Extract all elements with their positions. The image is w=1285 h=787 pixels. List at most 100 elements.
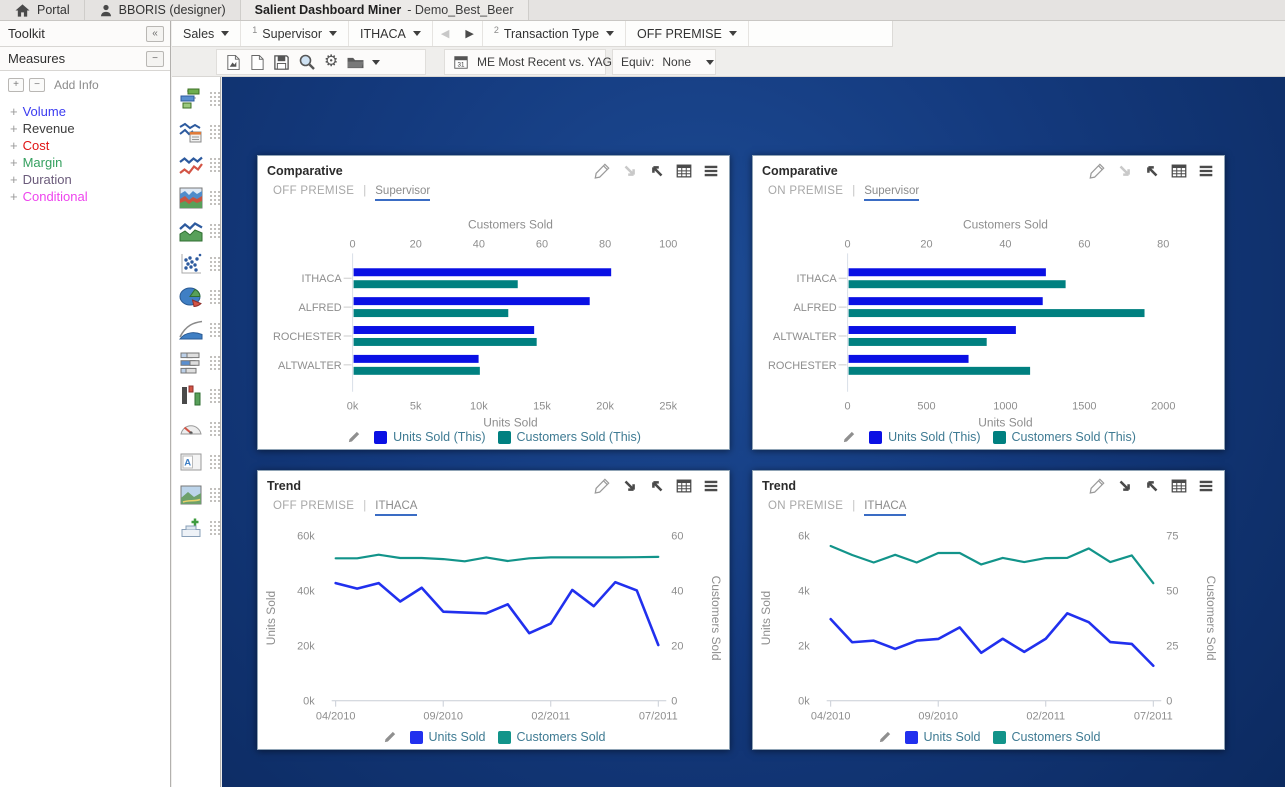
trend-line-chart[interactable]: 0k 2k 4k 6k 0 25 50 75 Units Sold Customers Sold 0… [754,529,1223,727]
document-tab[interactable]: Salient Dashboard Miner - Demo_Best_Beer [240,0,529,20]
drag-handle[interactable] [209,255,220,272]
drill-down-icon[interactable] [1116,477,1134,495]
legend-edit-pencil-icon[interactable] [346,429,362,445]
multi-comparative-chart-icon[interactable] [178,119,204,145]
add-info-label[interactable]: Add Info [54,78,99,92]
measure-volume[interactable]: + Volume [10,103,170,120]
breadcrumb-drill-level[interactable]: ITHACA [864,500,907,516]
drag-handle[interactable] [209,123,220,140]
drill-up-icon[interactable] [648,162,666,180]
measure-conditional[interactable]: + Conditional [10,188,170,205]
toolkit-item[interactable] [172,148,220,181]
toolkit-item[interactable] [172,247,220,280]
user-tab[interactable]: BBORIS (designer) [85,0,241,20]
legend-item[interactable]: Customers Sold (This) [992,430,1136,444]
drag-handle[interactable] [209,354,220,371]
toolkit-item[interactable] [172,214,220,247]
toolkit-item[interactable] [172,346,220,379]
expand-node-icon[interactable]: + [10,104,18,119]
dimension-2-menu-button[interactable]: 2 Transaction Type [483,21,627,46]
legend-item[interactable]: Units Sold [904,730,981,744]
toolkit-item[interactable] [172,82,220,115]
open-folder-icon[interactable] [346,55,381,70]
stacked-area-chart-icon[interactable] [178,185,204,211]
drag-handle[interactable] [209,420,220,437]
save-icon[interactable] [273,54,290,71]
add-widget-icon[interactable] [178,515,204,541]
toolkit-item[interactable] [172,313,220,346]
drag-handle[interactable] [209,519,220,536]
breadcrumb-drill-level[interactable]: Supervisor [375,185,431,201]
edit-pencil-icon[interactable] [593,161,612,180]
line-area-chart-icon[interactable] [178,218,204,244]
drag-handle[interactable] [209,222,220,239]
toolkit-item[interactable] [172,412,220,445]
new-dashboard-icon[interactable] [250,54,265,71]
pie-chart-icon[interactable] [178,284,204,310]
comparative-bar-chart[interactable]: Customers Sold 0 20 40 60 80 ITHACA ALFRED ALTWA… [754,214,1223,449]
export-report-icon[interactable] [225,54,242,71]
stacked-bar-chart-icon[interactable] [178,350,204,376]
comparative-chart-icon[interactable] [178,86,204,112]
drag-handle[interactable] [209,486,220,503]
toolkit-item[interactable] [172,181,220,214]
text-widget-icon[interactable]: A [178,449,204,475]
date-selector-group[interactable]: 31 ME Most Recent vs. YAG [444,49,612,75]
pareto-chart-icon[interactable] [178,317,204,343]
settings-gear-icon[interactable]: ⚙ [324,53,339,70]
measure-margin[interactable]: + Margin [10,154,170,171]
trend-chart-icon[interactable] [178,152,204,178]
drag-handle[interactable] [209,453,220,470]
drill-down-icon[interactable] [621,477,639,495]
toolkit-item[interactable] [172,478,220,511]
toolkit-item[interactable] [172,115,220,148]
drag-handle[interactable] [209,90,220,107]
panel-menu-icon[interactable] [1197,477,1215,495]
drill-up-icon[interactable] [648,477,666,495]
trend-line-chart[interactable]: 0k 20k 40k 60k 0 20 40 60 Units Sold Customers So… [259,529,728,727]
panel-menu-icon[interactable] [702,477,720,495]
portal-tab[interactable]: Portal [0,0,85,20]
table-view-icon[interactable] [675,477,693,495]
collapse-sidebar-button[interactable]: « [146,25,164,42]
collapse-all-button[interactable]: − [29,78,45,92]
date-selector-label[interactable]: ME Most Recent vs. YAG [477,55,612,69]
breadcrumb-drill-level[interactable]: Supervisor [864,185,920,201]
panel-menu-icon[interactable] [702,162,720,180]
drill-up-icon[interactable] [1143,162,1161,180]
drag-handle[interactable] [209,321,220,338]
toolkit-item[interactable] [172,511,220,544]
equiv-selector-group[interactable]: Equiv: None [612,49,716,75]
expand-node-icon[interactable]: + [10,138,18,153]
expand-node-icon[interactable]: + [10,172,18,187]
table-view-icon[interactable] [675,162,693,180]
equiv-value[interactable]: None [662,55,692,69]
expand-all-button[interactable]: + [8,78,24,92]
legend-item[interactable]: Customers Sold [992,730,1100,744]
dimension-1-value-button[interactable]: ITHACA [349,21,433,46]
panel-menu-icon[interactable] [1197,162,1215,180]
edit-pencil-icon[interactable] [1088,161,1107,180]
expand-node-icon[interactable]: + [10,189,18,204]
legend-edit-pencil-icon[interactable] [382,729,398,745]
drag-handle[interactable] [209,189,220,206]
next-member-button[interactable]: ▶ [457,21,483,46]
legend-edit-pencil-icon[interactable] [877,729,893,745]
explore-icon[interactable] [298,53,316,71]
gauge-icon[interactable] [178,416,204,442]
legend-item[interactable]: Customers Sold (This) [497,430,641,444]
edit-pencil-icon[interactable] [1088,476,1107,495]
dimension-2-value-button[interactable]: OFF PREMISE [626,21,749,46]
scatter-chart-icon[interactable] [178,251,204,277]
drag-handle[interactable] [209,156,220,173]
toolkit-item[interactable] [172,379,220,412]
table-view-icon[interactable] [1170,162,1188,180]
image-widget-icon[interactable] [178,482,204,508]
delta-columns-chart-icon[interactable] [178,383,204,409]
comparative-bar-chart[interactable]: Customers Sold 0 20 40 60 80 100 ITHACA ALFRED RO… [259,214,728,449]
expand-node-icon[interactable]: + [10,155,18,170]
drag-handle[interactable] [209,288,220,305]
table-view-icon[interactable] [1170,477,1188,495]
legend-item[interactable]: Customers Sold [497,730,605,744]
collapse-measures-button[interactable]: − [146,50,164,67]
